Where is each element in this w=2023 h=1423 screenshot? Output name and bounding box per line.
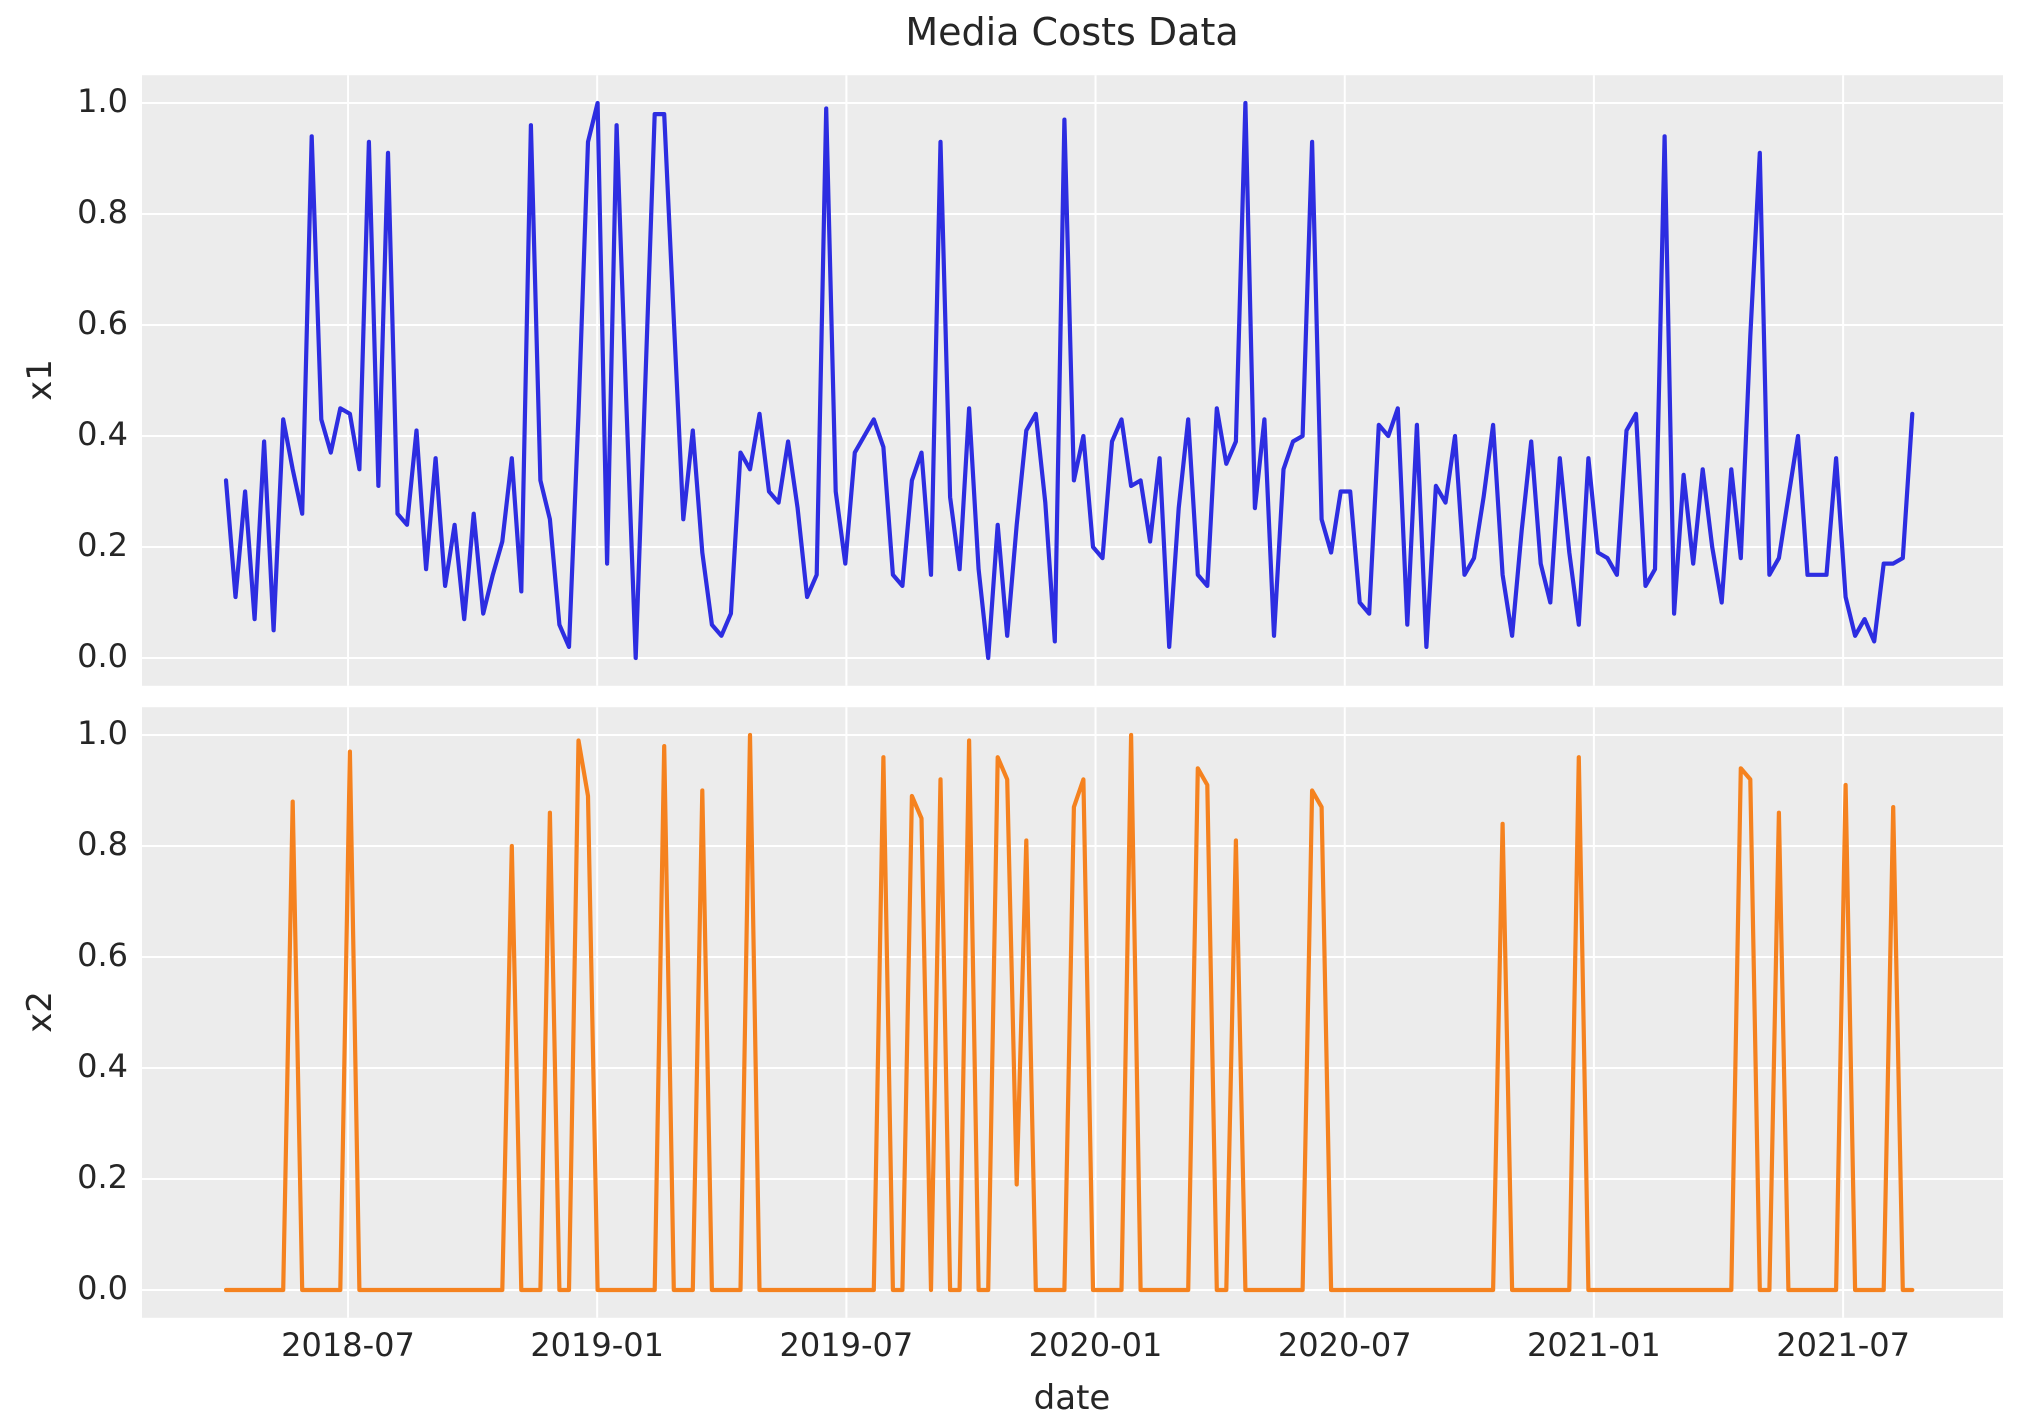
x2-y-tick-label: 0.2: [77, 1158, 128, 1196]
x2-y-tick-label: 0.0: [77, 1269, 128, 1307]
x2-y-tick-label: 0.8: [77, 825, 128, 863]
x2-y-tick-label: 0.4: [77, 1047, 128, 1085]
x1-y-tick-label: 0.6: [77, 304, 128, 342]
x1-y-tick-label: 0.4: [77, 415, 128, 453]
x1-y-tick-label: 1.0: [77, 82, 128, 120]
chart-title: Media Costs Data: [905, 10, 1239, 54]
x1-y-tick-label: 0.0: [77, 637, 128, 675]
x2-plot-area: [142, 707, 2003, 1318]
x2-y-tick-label: 0.6: [77, 936, 128, 974]
x1-y-tick-label: 0.8: [77, 193, 128, 231]
x-tick-label: 2018-07: [281, 1326, 415, 1364]
x-tick-label: 2021-01: [1527, 1326, 1661, 1364]
x1-line-series: [223, 100, 1915, 661]
x-tick-label: 2019-01: [530, 1326, 665, 1364]
x-tick-label: 2020-01: [1028, 1326, 1163, 1364]
x1-subplot: [142, 75, 2003, 686]
x-tick-label: 2019-07: [779, 1326, 914, 1364]
x-tick-label: 2021-07: [1776, 1326, 1910, 1364]
x2-y-tick-label: 1.0: [77, 714, 128, 752]
x2-line-series: [223, 732, 1915, 1293]
x-tick-label: 2020-07: [1277, 1326, 1412, 1364]
x1-y-tick-label: 0.2: [77, 526, 128, 564]
x2-subplot: [142, 707, 2003, 1318]
x-axis-label: date: [1033, 1378, 1111, 1418]
